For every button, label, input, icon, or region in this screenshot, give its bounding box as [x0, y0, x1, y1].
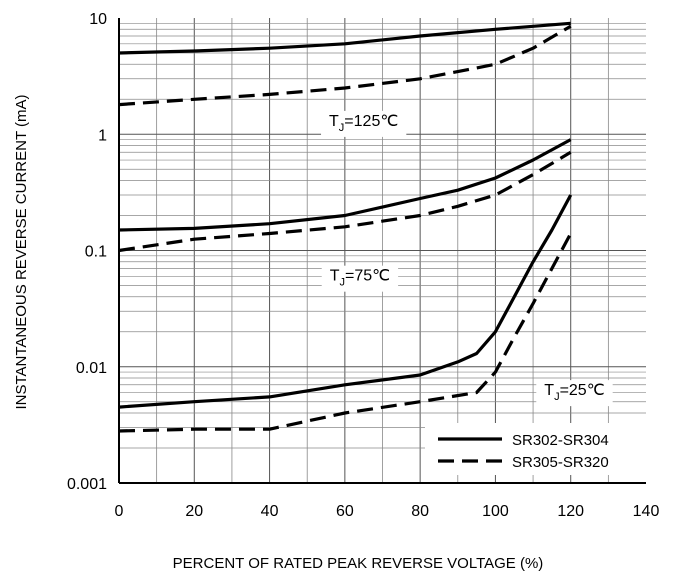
x-tick-label: 60 — [336, 503, 354, 520]
x-tick-label: 0 — [115, 503, 124, 520]
series-line-solid — [118, 194, 573, 409]
temperature-label-bg — [321, 265, 399, 292]
y-tick-label: 0.1 — [85, 244, 107, 261]
series-line-dashed — [118, 150, 572, 253]
y-tick-label: 10 — [89, 11, 107, 28]
temperature-label: TJ=125℃ — [321, 110, 407, 137]
legend-label: SR302-SR304 — [512, 432, 609, 449]
legend: SR302-SR304 SR305-SR320 — [425, 423, 650, 475]
x-tick-label: 80 — [411, 503, 429, 520]
temperature-label-text: TJ=25℃ — [544, 382, 604, 403]
grid — [119, 18, 646, 484]
legend-label: SR305-SR320 — [512, 454, 609, 471]
x-tick-label: 100 — [482, 503, 509, 520]
temperature-label-text: TJ=125℃ — [329, 113, 398, 134]
x-tick-label: 20 — [185, 503, 203, 520]
y-tick-label: 1 — [98, 127, 107, 144]
plot-frame — [118, 18, 646, 484]
y-axis-title: INSTANTANEOUS REVERSE CURRENT (mA) — [13, 94, 30, 409]
x-tick-label: 40 — [261, 503, 279, 520]
temperature-label: TJ=25℃ — [536, 380, 613, 407]
x-tick-label: 140 — [633, 503, 660, 520]
x-tick-label: 120 — [557, 503, 584, 520]
tick-labels: 0 20 40 60 80 100 120 140 0.001 0.01 0.1 1 10 — [67, 11, 659, 520]
legend-box — [425, 423, 650, 475]
series-line-solid — [118, 21, 571, 55]
series-line-dashed — [118, 232, 573, 433]
y-tick-label: 0.001 — [67, 476, 107, 493]
series-lines — [118, 21, 573, 433]
temperature-label-text: TJ=75℃ — [330, 268, 390, 289]
temperature-label: TJ=75℃ — [321, 265, 399, 292]
y-tick-label: 0.01 — [76, 360, 107, 377]
temperature-label-bg — [321, 110, 407, 137]
temperature-label-bg — [536, 380, 613, 407]
series-line-dashed — [118, 24, 572, 107]
annotations: TJ=125℃ TJ=75℃ TJ=25℃ — [321, 110, 613, 407]
x-axis-title: PERCENT OF RATED PEAK REVERSE VOLTAGE (%… — [173, 555, 544, 572]
series-line-solid — [118, 138, 572, 232]
